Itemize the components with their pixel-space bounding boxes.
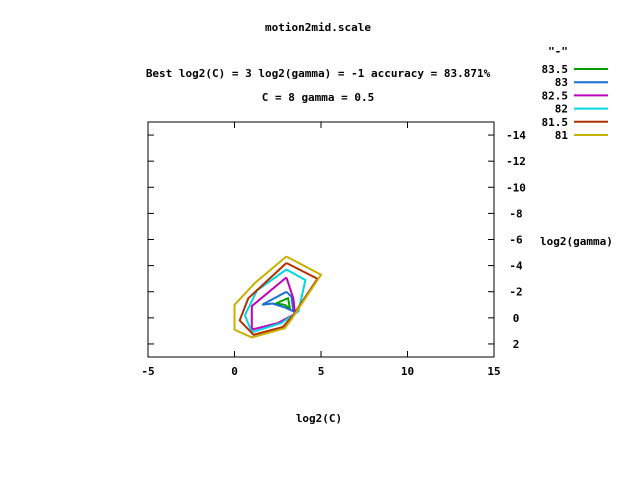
x-tick-label: 15 (487, 365, 500, 378)
legend-label: 83.5 (542, 63, 569, 76)
contour-82 (243, 268, 307, 334)
legend-title: "-" (548, 45, 568, 58)
y-axis-label: log2(gamma) (540, 235, 613, 248)
y-tick-label: -14 (506, 129, 526, 142)
y-tick-label: -10 (506, 181, 526, 194)
x-tick-label: -5 (141, 365, 154, 378)
legend-label: 82.5 (542, 89, 569, 102)
contour-lines (233, 255, 323, 339)
x-axis: -5 0 5 10 15 (141, 122, 501, 378)
x-tick-label: 0 (231, 365, 238, 378)
y-tick-label: -6 (509, 234, 523, 247)
y-tick-label: -2 (509, 286, 522, 299)
x-axis-label: log2(C) (296, 412, 342, 425)
legend-label: 81 (555, 129, 569, 142)
plot-area-frame (147, 121, 495, 358)
contour-83-5 (272, 296, 292, 312)
y-tick-label: -8 (509, 207, 522, 220)
legend-label: 82 (555, 103, 568, 116)
contour-81 (233, 255, 323, 339)
y-tick-label: -4 (509, 260, 523, 273)
y-tick-label: 0 (513, 312, 520, 325)
x-tick-label: 10 (401, 365, 414, 378)
x-tick-label: 5 (318, 365, 325, 378)
y-axis: -14 -12 -10 -8 -6 -4 -2 0 2 (148, 129, 526, 351)
chart-subtitle-params: C = 8 gamma = 0.5 (262, 91, 375, 104)
legend-label: 81.5 (542, 116, 569, 129)
legend-label: 83 (555, 76, 568, 89)
y-tick-label: -12 (506, 155, 526, 168)
y-tick-label: 2 (513, 338, 520, 351)
contour-82-5 (250, 276, 297, 331)
contour-83 (261, 290, 295, 313)
chart-subtitle-best: Best log2(C) = 3 log2(gamma) = -1 accura… (146, 67, 491, 80)
chart-title: motion2mid.scale (265, 21, 371, 34)
